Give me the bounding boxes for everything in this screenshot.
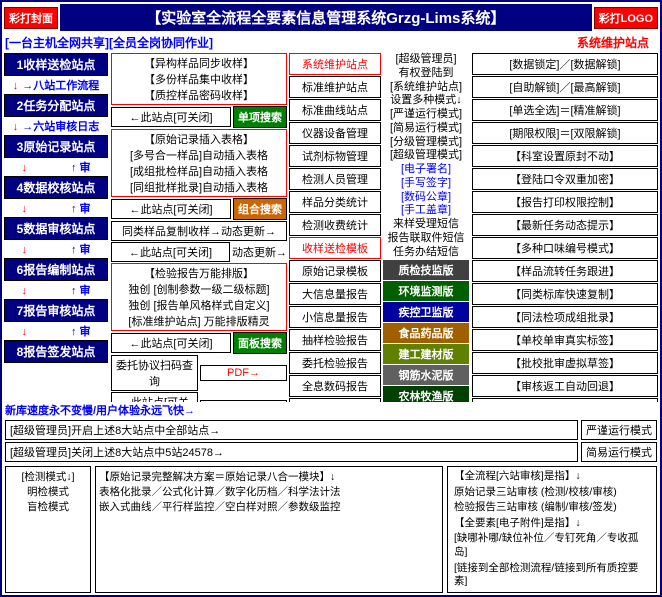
bottom-left-box: [检测模式↓] 明检模式 盲检模式 (5, 466, 91, 593)
station-6[interactable]: 6报告编制站点 (4, 258, 108, 281)
feature-11[interactable]: 【同法检项成组批录】 (472, 306, 658, 328)
close-station-9[interactable]: ←此站点[可关闭] (111, 392, 198, 402)
info-box-4: 同类样品复制收样→动态更新→ (111, 221, 287, 241)
feature-0[interactable]: [数据锁定]／[数据解锁] (472, 53, 658, 75)
station-2[interactable]: 2任务分配站点 (4, 94, 108, 117)
feature-1[interactable]: [自助解锁]／[最高解锁] (472, 76, 658, 98)
nav-item-4[interactable]: 试剂标物管理 (289, 145, 381, 167)
station-7[interactable]: 7报告审核站点 (4, 299, 108, 322)
version-4[interactable]: 建工建材版 (383, 344, 469, 364)
flow-2: ↓→六站审核日志 (4, 117, 108, 135)
mode-text: [简易运行模式] (383, 122, 469, 136)
search-btn-3[interactable]: 组合搜索 (233, 198, 287, 220)
admin-action-1[interactable]: [超级管理员]关闭上述8大站点中5站24578→ (5, 442, 578, 462)
flow-7: ↓ ↑ 审 (4, 322, 108, 340)
close-station-5[interactable]: ←此站点[可关闭] (111, 242, 230, 262)
nav-item-13[interactable]: 委托检验报告 (289, 352, 381, 374)
sign-mode: [数码公章] (383, 191, 469, 205)
qr-query[interactable]: 委托协议扫码查询 (111, 355, 198, 391)
feature-3[interactable]: [期限权限]＝[双限解锁] (472, 122, 658, 144)
nav-item-14[interactable]: 全息数码报告 (289, 375, 381, 397)
run-mode-0: 严谨运行模式 (581, 420, 657, 440)
station-8[interactable]: 8报告签发站点 (4, 340, 108, 363)
sign-mode: [手写签字] (383, 177, 469, 191)
feature-4[interactable]: 【科室设置原封不动】 (472, 145, 658, 167)
mode-text: [系统维护站点] (383, 81, 469, 95)
search-btn-1[interactable]: 单项搜索 (233, 106, 287, 128)
nav-item-7[interactable]: 检测收费统计 (289, 214, 381, 236)
subtitle-left1: [一台主机全网共享] (5, 34, 109, 51)
feature-14[interactable]: 【审核返工自动回退】 (472, 375, 658, 397)
version-6[interactable]: 农林牧渔版 (383, 386, 469, 402)
print-logo-button[interactable]: 彩打LOGO (594, 7, 658, 29)
feature-13[interactable]: 【批校批审虚拟草签】 (472, 352, 658, 374)
nav-item-1[interactable]: 标准维护站点 (289, 76, 381, 98)
nav-item-0[interactable]: 系统维护站点 (289, 53, 381, 75)
nav-item-8[interactable]: 收样送检模板 (289, 237, 381, 259)
feature-box-0: 【异构样品同步收样】【多份样品集中收样】【质控样品密码收样】 (111, 53, 287, 105)
station-3[interactable]: 3原始记录站点 (4, 135, 108, 158)
mode-text: [分级管理模式] (383, 136, 469, 150)
feature-5[interactable]: 【登陆口令双重加密】 (472, 168, 658, 190)
bottom-right-box: 【全流程[六站审核]是指】↓ 原始记录三站审核 (检测/校核/审核) 检验报告三… (447, 466, 657, 593)
sms-text: 任务办结短信 (383, 246, 469, 260)
flow-3: ↓ ↑ 审 (4, 158, 108, 176)
version-3[interactable]: 食品药品版 (383, 323, 469, 343)
sms-text: 报告联取件短信 (383, 232, 469, 246)
station-4[interactable]: 4数据校核站点 (4, 176, 108, 199)
mode-text: [严谨运行模式] (383, 108, 469, 122)
feature-6[interactable]: 【报告打印权限控制】 (472, 191, 658, 213)
print-cover-button[interactable]: 彩打封面 (4, 7, 58, 29)
nav-item-6[interactable]: 样品分类统计 (289, 191, 381, 213)
pdf-link[interactable]: PDF→ (200, 365, 287, 381)
feature-7[interactable]: 【最新任务动态提示】 (472, 214, 658, 236)
flow-4: ↓ ↑ 审 (4, 199, 108, 217)
subtitle-left2: [全员全岗协同作业] (109, 34, 213, 51)
feature-12[interactable]: 【单校单审真实标签】 (472, 329, 658, 351)
feature-10[interactable]: 【同类标库快速复制】 (472, 283, 658, 305)
version-5[interactable]: 钢筋水泥版 (383, 365, 469, 385)
feature-box-2: 【原始记录插入表格】[多号合一样品]自动插入表格[成组批检样品]自动插入表格[同… (111, 129, 287, 197)
nav-item-11[interactable]: 小信息量报告 (289, 306, 381, 328)
nav-item-5[interactable]: 检测人员管理 (289, 168, 381, 190)
subtitle-center: 系统维护站点 (577, 34, 649, 51)
mode-text: 有权登陆到 (383, 67, 469, 81)
version-0[interactable]: 质检技监版 (383, 260, 469, 280)
version-2[interactable]: 疾控卫监版 (383, 302, 469, 322)
feature-9[interactable]: 【样品流转任务跟进】 (472, 260, 658, 282)
speed-line: 新库速度永不变慢/用户体验永远飞快→ (2, 402, 660, 418)
bottom-mid-box: 【原始记录完整解决方案＝原始记录八合一模块】↓表格化批录／公式化计算／数字化历档… (95, 466, 443, 593)
run-mode-1: 简易运行模式 (581, 442, 657, 462)
mode-text: [超级管理员] (383, 53, 469, 67)
station-1[interactable]: 1收样送检站点 (4, 53, 108, 76)
feature-box-6: 【检验报告万能排版】独创 [创制参数一级二级标题]独创 [报告单风格样式自定义]… (111, 263, 287, 331)
flow-5: ↓ ↑ 审 (4, 240, 108, 258)
version-1[interactable]: 环境监测版 (383, 281, 469, 301)
nav-item-2[interactable]: 标准曲线站点 (289, 99, 381, 121)
nav-item-12[interactable]: 抽样检验报告 (289, 329, 381, 351)
mode-text: 设置多种模式↓ (383, 94, 469, 108)
feature-8[interactable]: 【多种口味编号模式】 (472, 237, 658, 259)
close-station-1[interactable]: ←此站点[可关闭] (111, 107, 231, 127)
admin-action-0[interactable]: [超级管理员]开启上述8大站点中全部站点→ (5, 420, 578, 440)
search-btn-7[interactable]: 面板搜索 (233, 332, 287, 354)
sign-mode: [电子署名] (383, 163, 469, 177)
sms-text: 来样受理短信 (383, 218, 469, 232)
flow-1: ↓→八站工作流程 (4, 76, 108, 94)
close-station-7[interactable]: ←此站点[可关闭] (111, 333, 231, 353)
nav-item-10[interactable]: 大信息量报告 (289, 283, 381, 305)
feature-2[interactable]: [单选全选]＝[精准解锁] (472, 99, 658, 121)
mode-text: [超级管理模式] (383, 149, 469, 163)
nav-item-3[interactable]: 仪器设备管理 (289, 122, 381, 144)
app-title: 【实验室全流程全要素信息管理系统Grzg-Lims系统】 (60, 4, 592, 31)
sign-mode: [手工盖章] (383, 204, 469, 218)
close-station-3[interactable]: ←此站点[可关闭] (111, 199, 231, 219)
flow-6: ↓ ↑ 审 (4, 281, 108, 299)
station-5[interactable]: 5数据审核站点 (4, 217, 108, 240)
text-5: 动态更新→ (232, 244, 287, 260)
nav-item-9[interactable]: 原始记录模板 (289, 260, 381, 282)
